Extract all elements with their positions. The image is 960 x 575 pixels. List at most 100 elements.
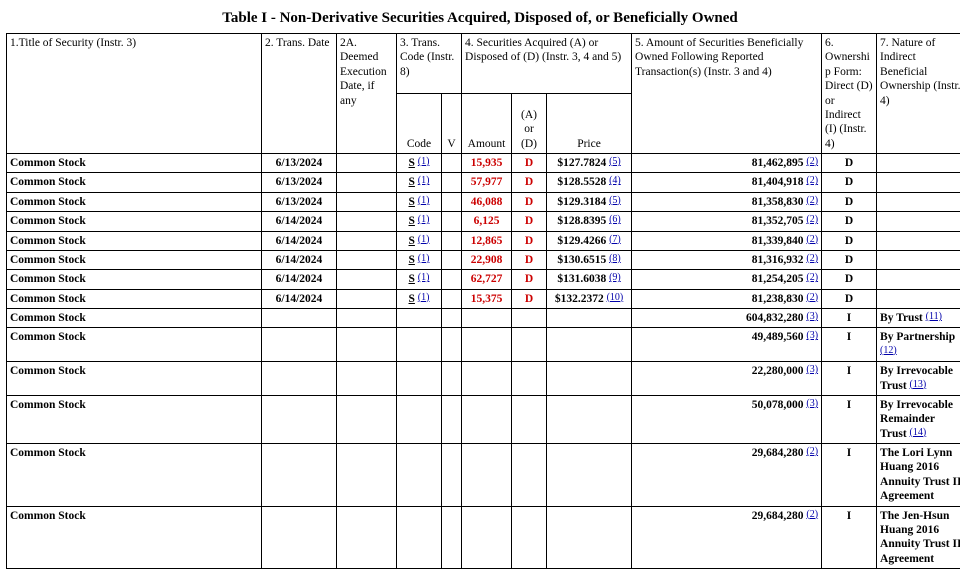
cell-form: I (822, 395, 877, 443)
cell-deemed (337, 231, 397, 250)
cell-title: Common Stock (7, 212, 262, 231)
subheader-a-or-d: (A) or (D) (512, 94, 547, 154)
cell-amount (462, 506, 512, 569)
cell-deemed (337, 309, 397, 328)
cell-form: I (822, 362, 877, 396)
cell-code: S (1) (397, 212, 442, 231)
cell-deemed (337, 289, 397, 308)
table-row: Common Stock6/14/2024S (1)6,125D$128.839… (7, 212, 960, 231)
table-title: Table I - Non-Derivative Securities Acqu… (6, 10, 954, 27)
cell-title: Common Stock (7, 250, 262, 269)
cell-deemed (337, 270, 397, 289)
cell-code (397, 395, 442, 443)
cell-form: D (822, 250, 877, 269)
cell-nature: The Lori Lynn Huang 2016 Annuity Trust I… (877, 444, 960, 507)
cell-deemed (337, 395, 397, 443)
cell-nature (877, 289, 960, 308)
cell-ad: D (512, 173, 547, 192)
header-deemed-date: 2A. Deemed Execution Date, if any (337, 34, 397, 154)
cell-nature: The Jen-Hsun Huang 2016 Annuity Trust II… (877, 506, 960, 569)
cell-date: 6/14/2024 (262, 231, 337, 250)
cell-price (547, 309, 632, 328)
cell-form: D (822, 289, 877, 308)
table-row: Common Stock22,280,000 (3)IBy Irrevocabl… (7, 362, 960, 396)
cell-deemed (337, 250, 397, 269)
table-row: Common Stock6/14/2024S (1)22,908D$130.65… (7, 250, 960, 269)
subheader-v: V (442, 94, 462, 154)
table-row: Common Stock50,078,000 (3)IBy Irrevocabl… (7, 395, 960, 443)
cell-date: 6/14/2024 (262, 289, 337, 308)
cell-code: S (1) (397, 231, 442, 250)
cell-amount (462, 395, 512, 443)
header-securities-a-d: 4. Securities Acquired (A) or Disposed o… (462, 34, 632, 94)
cell-date (262, 362, 337, 396)
cell-title: Common Stock (7, 328, 262, 362)
cell-amount: 46,088 (462, 192, 512, 211)
cell-code: S (1) (397, 289, 442, 308)
cell-form: D (822, 192, 877, 211)
cell-nature: By Irrevocable Trust (13) (877, 362, 960, 396)
cell-owned: 81,404,918 (2) (632, 173, 822, 192)
table-row: Common Stock604,832,280 (3)IBy Trust (11… (7, 309, 960, 328)
cell-date (262, 395, 337, 443)
cell-nature: By Trust (11) (877, 309, 960, 328)
cell-nature (877, 212, 960, 231)
cell-v (442, 154, 462, 173)
cell-owned: 50,078,000 (3) (632, 395, 822, 443)
cell-code (397, 444, 442, 507)
cell-deemed (337, 212, 397, 231)
table-row: Common Stock6/13/2024S (1)46,088D$129.31… (7, 192, 960, 211)
cell-form: D (822, 212, 877, 231)
cell-price (547, 328, 632, 362)
cell-amount: 15,375 (462, 289, 512, 308)
cell-owned: 49,489,560 (3) (632, 328, 822, 362)
cell-ad (512, 444, 547, 507)
cell-deemed (337, 173, 397, 192)
cell-title: Common Stock (7, 231, 262, 250)
cell-ad: D (512, 154, 547, 173)
cell-date (262, 328, 337, 362)
cell-form: D (822, 231, 877, 250)
header-trans-code: 3. Trans. Code (Instr. 8) (397, 34, 462, 94)
cell-title: Common Stock (7, 395, 262, 443)
cell-date: 6/14/2024 (262, 270, 337, 289)
table-row: Common Stock29,684,280 (2)IThe Lori Lynn… (7, 444, 960, 507)
cell-v (442, 173, 462, 192)
cell-owned: 81,254,205 (2) (632, 270, 822, 289)
cell-amount (462, 309, 512, 328)
cell-title: Common Stock (7, 444, 262, 507)
cell-price (547, 362, 632, 396)
cell-amount: 12,865 (462, 231, 512, 250)
cell-v (442, 506, 462, 569)
cell-owned: 29,684,280 (2) (632, 444, 822, 507)
cell-owned: 604,832,280 (3) (632, 309, 822, 328)
cell-nature (877, 154, 960, 173)
cell-deemed (337, 328, 397, 362)
subheader-code: Code (397, 94, 442, 154)
cell-owned: 22,280,000 (3) (632, 362, 822, 396)
cell-price (547, 395, 632, 443)
table-row: Common Stock6/13/2024S (1)15,935D$127.78… (7, 154, 960, 173)
cell-form: D (822, 270, 877, 289)
cell-amount: 62,727 (462, 270, 512, 289)
cell-price: $127.7824 (5) (547, 154, 632, 173)
cell-form: I (822, 506, 877, 569)
cell-title: Common Stock (7, 173, 262, 192)
cell-ad: D (512, 289, 547, 308)
cell-amount: 57,977 (462, 173, 512, 192)
cell-ad (512, 328, 547, 362)
cell-price: $132.2372 (10) (547, 289, 632, 308)
cell-ad (512, 362, 547, 396)
cell-v (442, 231, 462, 250)
table-row: Common Stock6/14/2024S (1)15,375D$132.23… (7, 289, 960, 308)
cell-date: 6/13/2024 (262, 192, 337, 211)
cell-v (442, 309, 462, 328)
cell-form: I (822, 328, 877, 362)
cell-price: $131.6038 (9) (547, 270, 632, 289)
cell-v (442, 212, 462, 231)
cell-amount: 6,125 (462, 212, 512, 231)
cell-date (262, 444, 337, 507)
cell-price (547, 444, 632, 507)
cell-code (397, 309, 442, 328)
cell-nature (877, 250, 960, 269)
